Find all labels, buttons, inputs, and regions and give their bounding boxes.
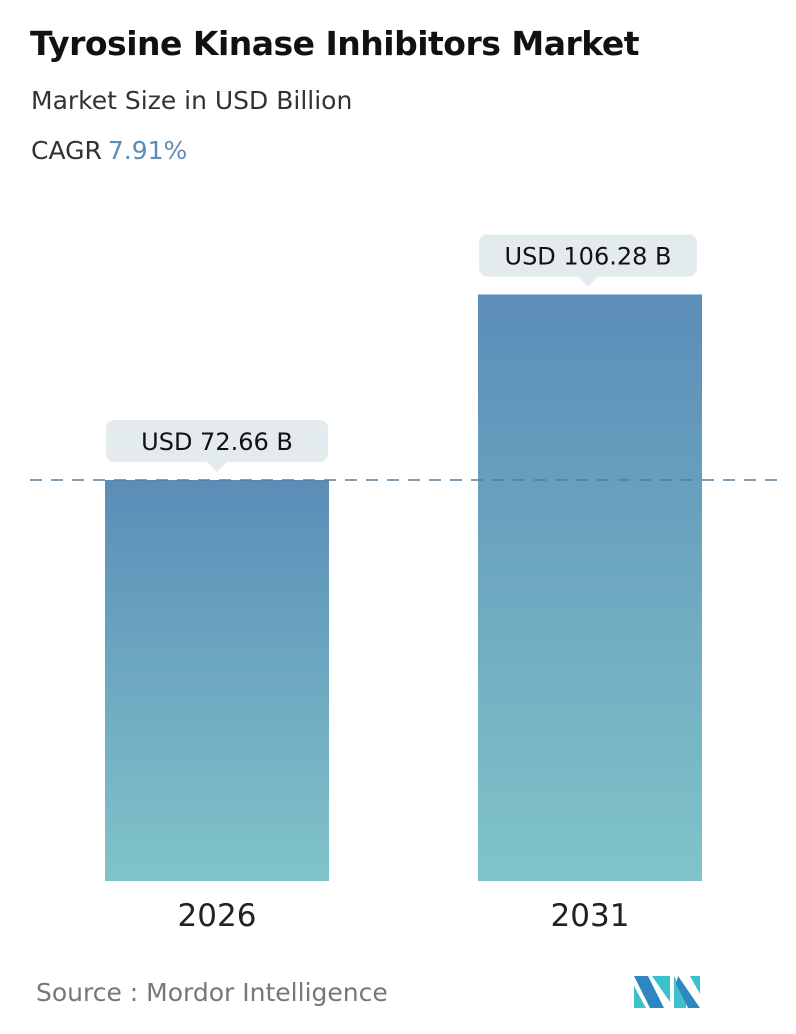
data-label-callout xyxy=(479,234,697,277)
x-tick-label: 2031 xyxy=(551,898,630,934)
bar-2031 xyxy=(478,294,702,882)
data-label: USD 72.66 B xyxy=(141,428,293,456)
cagr: CAGR 7.91% xyxy=(31,136,187,165)
cagr-label: CAGR xyxy=(31,136,102,165)
x-tick-label: 2026 xyxy=(178,898,257,934)
callout-pointer xyxy=(578,276,598,287)
source-text: Source : Mordor Intelligence xyxy=(36,978,388,1007)
data-label: USD 106.28 B xyxy=(505,242,672,270)
bar-2026 xyxy=(105,480,329,881)
chart-subtitle: Market Size in USD Billion xyxy=(31,86,353,115)
cagr-value: 7.91% xyxy=(107,136,188,165)
callout-pointer xyxy=(207,462,227,472)
chart-title: Tyrosine Kinase Inhibitors Market xyxy=(30,24,640,63)
mordor-logo-icon xyxy=(634,976,700,1008)
data-label-callout xyxy=(106,420,328,462)
